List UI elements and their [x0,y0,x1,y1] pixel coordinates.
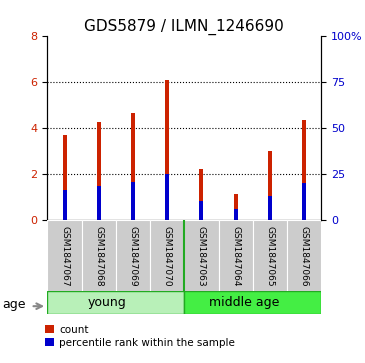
Text: GSM1847068: GSM1847068 [94,225,103,286]
Text: GSM1847065: GSM1847065 [265,225,274,286]
Bar [62,190,66,220]
Text: GSM1847070: GSM1847070 [163,225,172,286]
Bar [219,220,253,292]
Bar [62,135,66,220]
Bar [82,220,116,292]
Bar [165,174,169,220]
Bar [199,201,204,220]
Bar [199,169,204,220]
Text: GSM1847069: GSM1847069 [128,225,138,286]
Bar [131,182,135,220]
Bar [287,220,321,292]
Bar [150,220,184,292]
Bar [253,220,287,292]
Bar [268,151,272,220]
Bar [268,196,272,220]
Bar [302,183,306,220]
Text: GSM1847066: GSM1847066 [300,225,308,286]
Bar [234,195,238,220]
Bar [47,291,184,314]
Text: age: age [3,298,26,310]
Title: GDS5879 / ILMN_1246690: GDS5879 / ILMN_1246690 [84,19,284,35]
Bar [184,291,321,314]
Bar [234,209,238,220]
Bar [131,113,135,220]
Text: middle age: middle age [209,296,279,309]
Legend: count, percentile rank within the sample: count, percentile rank within the sample [45,325,235,348]
Bar [47,220,82,292]
Text: GSM1847064: GSM1847064 [231,226,240,286]
Bar [165,80,169,220]
Text: young: young [88,296,127,309]
Bar [116,220,150,292]
Bar [302,120,306,220]
Bar [184,220,219,292]
Text: GSM1847067: GSM1847067 [60,225,69,286]
Bar [97,122,101,220]
Bar [97,186,101,220]
Text: GSM1847063: GSM1847063 [197,225,206,286]
